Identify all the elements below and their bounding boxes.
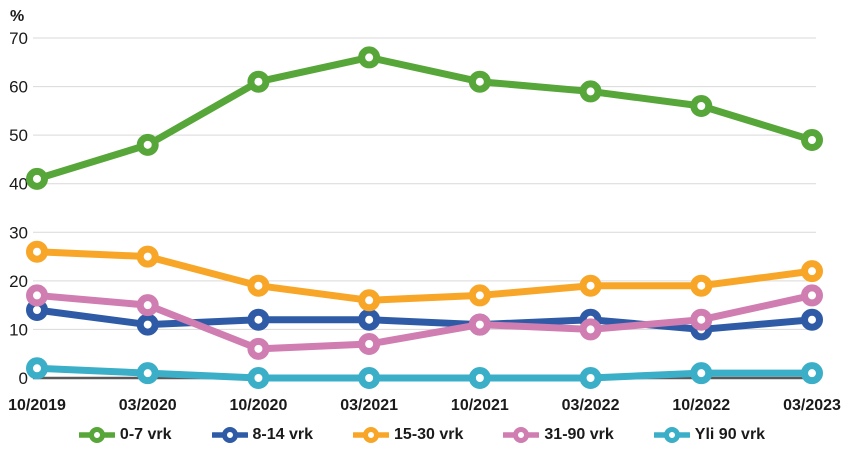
legend-marker-icon: [503, 427, 540, 443]
x-tick-label: 03/2023: [783, 397, 841, 414]
legend-label: 15-30 vrk: [394, 426, 464, 443]
data-point-marker: [690, 274, 713, 297]
y-tick-label: 40: [9, 175, 28, 194]
data-point-marker: [26, 167, 48, 190]
x-tick-label: 03/2022: [562, 397, 620, 414]
series-31-90-vrk: [26, 284, 823, 360]
data-point-marker: [801, 362, 823, 385]
legend-item-31-90-vrk: 31-90 vrk: [503, 426, 614, 444]
data-point-marker: [690, 95, 713, 117]
data-point-marker: [801, 284, 823, 307]
data-point-marker: [26, 357, 48, 380]
x-tick-label: 10/2022: [672, 397, 730, 414]
y-tick-label: 50: [9, 126, 28, 145]
legend-label: 0-7 vrk: [119, 426, 172, 443]
y-tick-label: 60: [9, 78, 28, 97]
data-point-marker: [358, 333, 381, 355]
series-15-30-vrk: [26, 240, 823, 312]
legend-marker-ring: [663, 427, 680, 443]
legend-marker-icon: [78, 427, 115, 443]
series-line: [33, 306, 816, 333]
legend-marker-icon: [653, 427, 690, 443]
data-point-marker: [690, 362, 713, 385]
legend-label: 8-14 vrk: [252, 426, 314, 443]
data-point-marker: [136, 313, 159, 336]
x-tick-label: 03/2021: [340, 397, 398, 414]
series-0-7-vrk: [26, 46, 823, 190]
data-point-marker: [247, 70, 270, 93]
legend-marker-ring: [88, 427, 105, 443]
data-point-marker: [468, 367, 491, 389]
legend-marker-icon: [353, 427, 390, 443]
data-point-marker: [801, 260, 823, 283]
data-point-marker: [136, 245, 159, 268]
series-yli-90-vrk: [26, 357, 823, 389]
y-tick-label: 20: [9, 272, 28, 291]
data-point-marker: [358, 289, 381, 312]
y-tick-label: 30: [9, 223, 28, 242]
series-line: [33, 291, 816, 353]
data-point-marker: [136, 362, 159, 385]
legend-item-yli-90-vrk: Yli 90 vrk: [653, 426, 766, 444]
data-point-marker: [247, 274, 270, 297]
data-point-marker: [26, 284, 48, 307]
data-point-marker: [579, 318, 602, 341]
series-line: [33, 53, 816, 183]
legend-item-15-30-vrk: 15-30 vrk: [353, 426, 463, 444]
series-line: [33, 248, 816, 304]
data-point-marker: [136, 133, 159, 156]
data-point-marker: [358, 46, 381, 69]
legend: 0-7 vrk 8-14 vrk 15-30 vrk 31-90 vrk Yli 90 …: [0, 420, 844, 450]
y-tick-label: 0: [19, 369, 28, 388]
legend-label: Yli 90 vrk: [694, 426, 766, 443]
series-line: [33, 364, 816, 382]
x-tick-label: 03/2020: [119, 397, 177, 414]
legend-marker-icon: [211, 427, 248, 443]
data-point-marker: [468, 70, 491, 93]
y-tick-label: 70: [9, 29, 28, 48]
y-tick-label: 10: [9, 320, 28, 339]
x-tick-label: 10/2020: [230, 397, 288, 414]
data-point-marker: [801, 129, 823, 151]
legend-marker-ring: [513, 427, 530, 443]
data-point-marker: [801, 308, 823, 331]
data-point-marker: [468, 313, 491, 336]
legend-label: 31-90 vrk: [544, 426, 614, 443]
data-point-marker: [690, 308, 713, 331]
data-point-marker: [247, 337, 270, 360]
data-point-marker: [579, 274, 602, 297]
data-point-marker: [579, 367, 602, 389]
x-tick-label: 10/2021: [451, 397, 509, 414]
data-point-marker: [247, 367, 270, 389]
y-axis-unit-label: %: [10, 8, 24, 25]
legend-item-0-7-vrk: 0-7 vrk: [78, 426, 172, 444]
data-point-marker: [136, 294, 159, 317]
data-point-marker: [358, 308, 381, 331]
data-point-marker: [468, 284, 491, 307]
data-point-marker: [579, 80, 602, 103]
legend-marker-ring: [221, 427, 238, 443]
legend-marker-ring: [363, 427, 380, 443]
plot-area: 0 10 20 30 40 50 60 70% 10/2019 03/2020 10/2020 03/…: [8, 8, 841, 414]
legend-item-8-14-vrk: 8-14 vrk: [211, 426, 314, 444]
data-point-marker: [247, 308, 270, 331]
data-point-marker: [26, 240, 48, 263]
x-tick-label: 10/2019: [8, 397, 66, 414]
data-point-marker: [358, 367, 381, 389]
